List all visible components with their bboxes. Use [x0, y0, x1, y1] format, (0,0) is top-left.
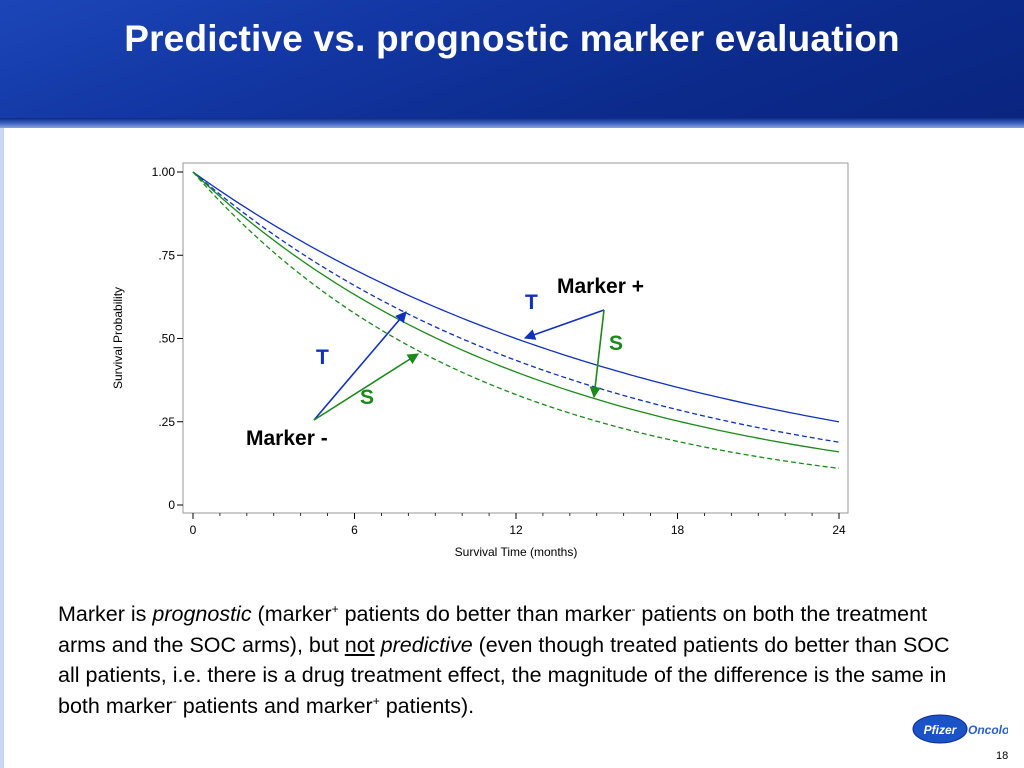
x-tick-label: 24: [832, 523, 846, 537]
x-tick-label: 0: [190, 523, 197, 537]
y-tick-label: .25: [158, 415, 175, 429]
t-minus-label: T: [316, 346, 329, 369]
body-text-15: patients).: [379, 693, 475, 718]
body-text-11: (even though treated patients do better …: [58, 632, 950, 718]
pfizer-oncology-logo: Pfizer Oncology: [912, 714, 1008, 744]
y-tick-label: 0: [168, 498, 175, 512]
explanation-paragraph: Marker is prognostic (marker+ patients d…: [58, 599, 963, 721]
curve-marker-plus-t: [192, 171, 840, 423]
body-text-not: not: [344, 632, 375, 657]
body-sup-minus-2: -: [172, 693, 177, 708]
header-stripe: [0, 118, 1024, 128]
body-text-7: patients on both the treatment arms and …: [58, 602, 928, 657]
body-sup-plus-2: +: [372, 693, 380, 708]
curve-marker-minus-s: [192, 171, 840, 470]
arrow-s-plus: [589, 309, 605, 399]
body-text-3: (marker: [251, 602, 332, 626]
body-text-1: Marker is: [58, 602, 153, 626]
curve-marker-minus-t: [192, 171, 840, 453]
arrow-t-minus: [313, 311, 407, 421]
x-axis-title: Survival Time (months): [455, 545, 578, 559]
body-sup-plus-1: +: [331, 602, 339, 616]
s-plus-label: S: [609, 332, 624, 355]
s-minus-label: S: [360, 386, 375, 409]
body-text-13: patients and marker: [176, 693, 373, 718]
body-text-5: patients do better than marker: [338, 602, 632, 626]
y-tick-label: 1.00: [152, 165, 176, 179]
body-text-predictive: predictive: [380, 632, 473, 657]
arrow-t-plus: [523, 309, 605, 340]
marker-minus-label: Marker -: [246, 427, 328, 450]
svg-text:Oncology: Oncology: [968, 723, 1008, 737]
svg-text:Pfizer: Pfizer: [924, 723, 958, 737]
survival-chart: 0 .25 .50 .75 1.00 0 6 12 18 24 Survival Time (mo…: [111, 162, 849, 559]
body-text-prognostic: prognostic: [152, 602, 252, 626]
curve-marker-plus-s: [192, 171, 840, 443]
arrow-s-minus: [313, 353, 419, 421]
slide-title: Predictive vs. prognostic marker evaluat…: [124, 18, 900, 59]
header-banner: [0, 0, 1024, 118]
y-tick-label: .50: [158, 332, 175, 346]
y-axis-title: Survival Probability: [111, 287, 125, 389]
t-plus-label: T: [525, 291, 538, 314]
axis-ticks: 0 .25 .50 .75 1.00 0 6 12 18 24: [152, 165, 846, 537]
marker-plus-label: Marker +: [557, 275, 644, 298]
x-tick-label: 18: [671, 523, 685, 537]
y-tick-label: .75: [158, 248, 175, 262]
slide-number: 18: [996, 750, 1009, 762]
x-tick-label: 12: [509, 523, 523, 537]
survival-curves: [192, 171, 840, 470]
body-sup-minus-1: -: [631, 602, 636, 616]
left-accent-bar: [0, 128, 4, 768]
x-tick-label: 6: [351, 523, 358, 537]
